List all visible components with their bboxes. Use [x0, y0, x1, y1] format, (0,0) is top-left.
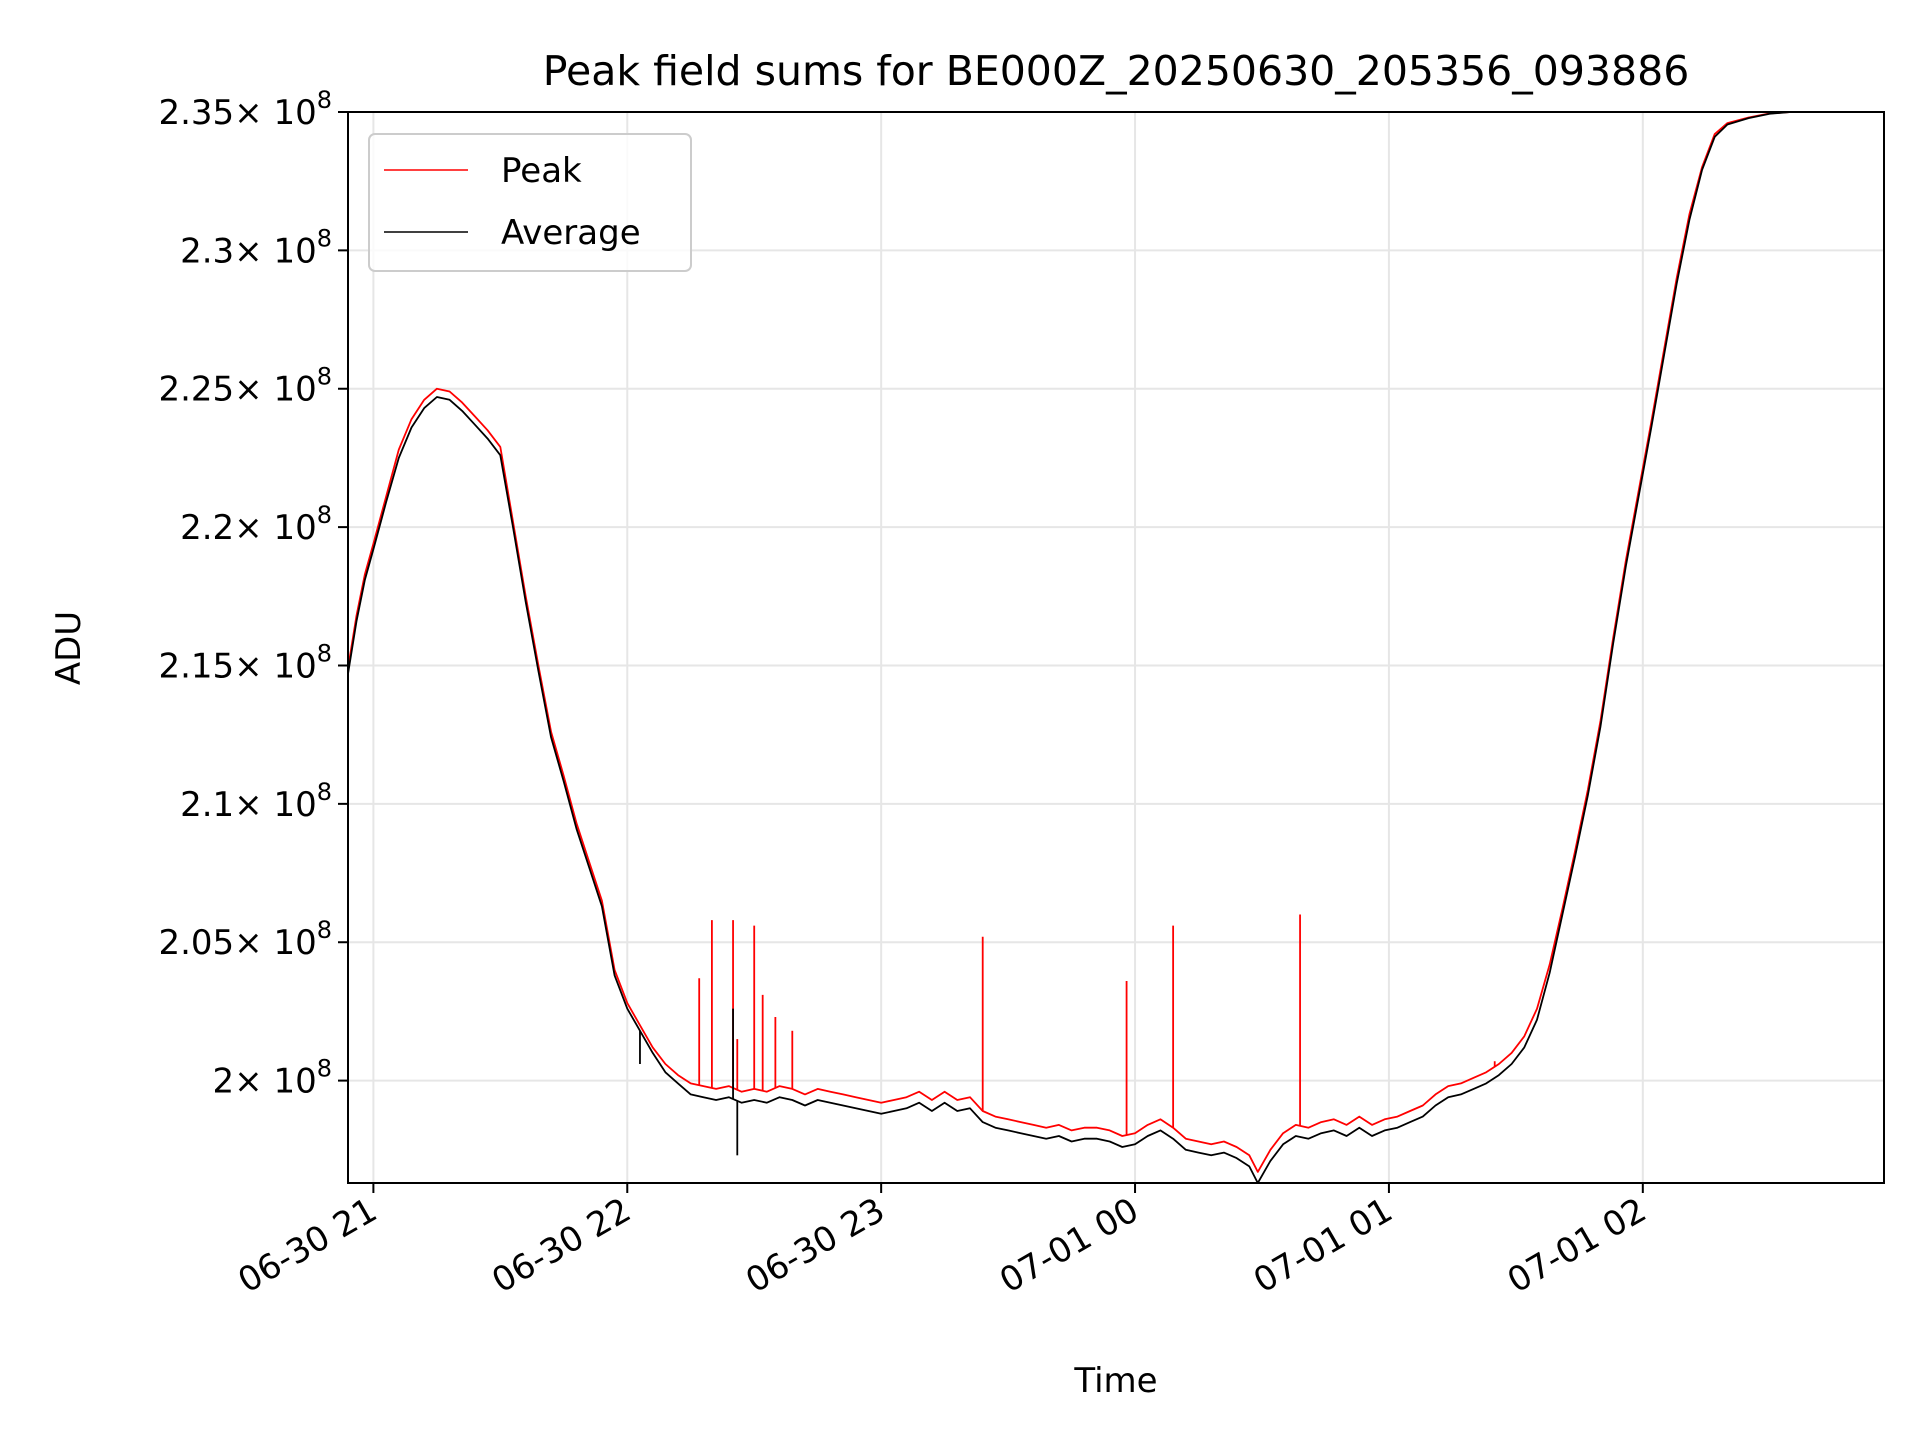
x-axis-label: Time [1073, 1361, 1157, 1401]
y-tick-mantissa: 2.2 [180, 508, 234, 548]
y-tick-label: 2× 108 [213, 1055, 332, 1102]
y-tick-exponent: 8 [317, 224, 332, 252]
y-tick-multiplier: × 10 [234, 93, 317, 133]
y-tick-multiplier: × 10 [234, 646, 317, 686]
y-tick-label: 2.1× 108 [180, 778, 332, 825]
y-tick-multiplier: × 10 [234, 508, 317, 548]
y-tick-exponent: 8 [317, 639, 332, 667]
y-tick-mantissa: 2.1 [180, 785, 234, 825]
y-tick-multiplier: × 10 [234, 370, 317, 410]
y-tick-exponent: 8 [317, 1055, 332, 1083]
y-tick-mantissa: 2.15 [158, 646, 234, 686]
y-tick-multiplier: × 10 [234, 923, 317, 963]
series-average-line [348, 112, 1817, 1183]
y-tick-label: 2.25× 108 [158, 363, 332, 410]
y-tick-exponent: 8 [317, 363, 332, 391]
y-tick-mantissa: 2.3 [180, 231, 234, 271]
y-tick-multiplier: × 10 [234, 785, 317, 825]
y-tick-multiplier: × 10 [234, 231, 317, 271]
legend-average-label: Average [501, 213, 641, 253]
y-tick-label: 2.3× 108 [180, 224, 332, 271]
y-tick-mantissa: 2 [213, 1062, 235, 1102]
legend-peak-label: Peak [501, 151, 582, 191]
y-tick-exponent: 8 [317, 86, 332, 114]
chart-title: Peak field sums for BE000Z_20250630_2053… [543, 47, 1690, 95]
series-layer [348, 112, 1817, 1183]
legend-box [368, 133, 692, 272]
y-tick-exponent: 8 [317, 501, 332, 529]
y-axis-label: ADU [49, 611, 89, 685]
y-tick-multiplier: × 10 [234, 1062, 317, 1102]
y-tick-label: 2.15× 108 [158, 639, 332, 686]
plot-frame [347, 111, 1885, 1184]
y-tick-label: 2.05× 108 [158, 916, 332, 963]
y-tick-label: 2.35× 108 [158, 86, 332, 133]
y-tick-exponent: 8 [317, 916, 332, 944]
y-tick-mantissa: 2.05 [158, 923, 234, 963]
y-tick-exponent: 8 [317, 778, 332, 806]
legend: Peak Average [368, 133, 692, 272]
y-tick-mantissa: 2.25 [158, 370, 234, 410]
y-tick-mantissa: 2.35 [158, 93, 234, 133]
series-peak-line [348, 112, 1817, 1173]
y-tick-label: 2.2× 108 [180, 501, 332, 548]
